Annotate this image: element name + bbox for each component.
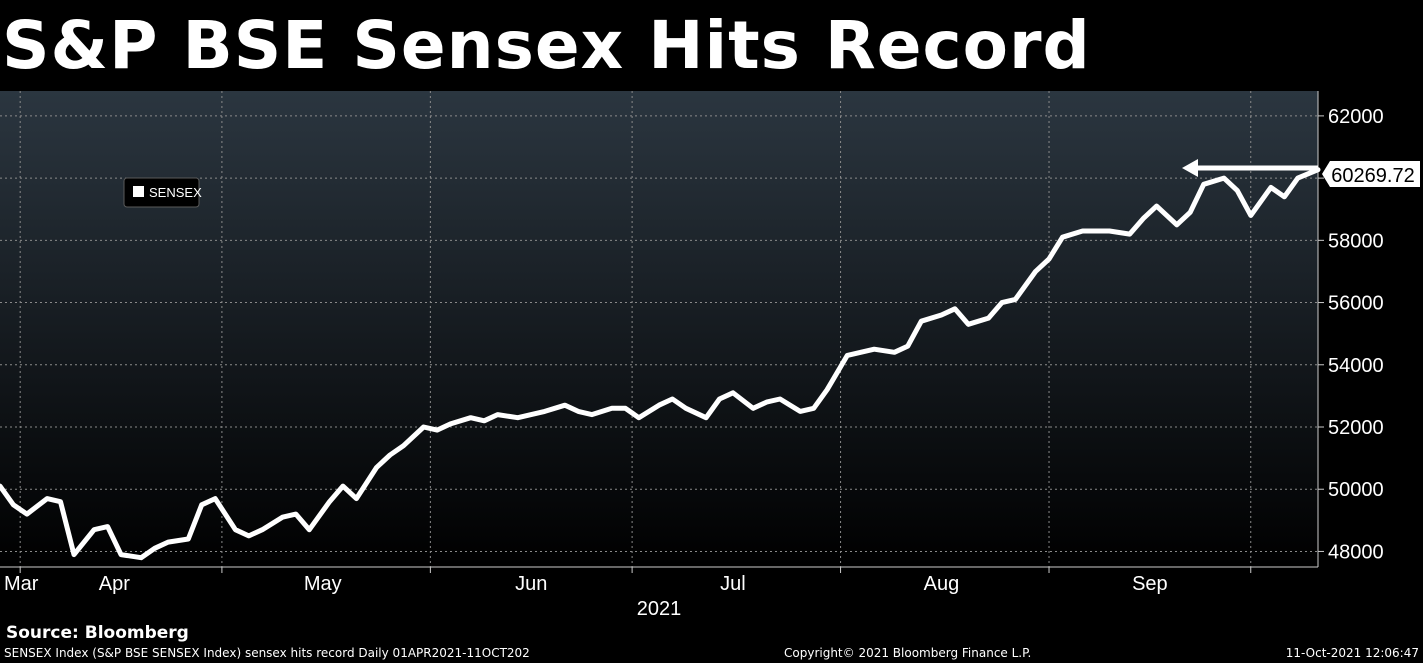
plot-background (0, 91, 1318, 567)
x-tick-label: May (304, 573, 342, 595)
last-value-label: 60269.72 (1331, 165, 1414, 187)
legend: SENSEX (123, 177, 202, 208)
y-tick-label: 50000 (1328, 479, 1384, 501)
y-tick-label: 56000 (1328, 293, 1384, 315)
series-line-sensex (0, 167, 1321, 561)
x-tick-label: Jun (515, 573, 547, 595)
record-arrow (1182, 159, 1318, 177)
y-tick-label: 52000 (1328, 417, 1384, 439)
x-axis-year-label: 2021 (637, 598, 682, 620)
legend-label-sensex: SENSEX (149, 185, 202, 200)
x-tick-label: Apr (99, 573, 130, 595)
x-tick-label: Sep (1132, 573, 1168, 595)
y-tick-label: 54000 (1328, 355, 1384, 377)
x-axis-ticks: Mar Apr May Jun Jul Aug Sep (4, 567, 1252, 595)
chart-title: S&P BSE Sensex Hits Record (2, 7, 1091, 84)
last-value-badge: 60269.72 (1322, 161, 1420, 187)
x-tick-label: Aug (924, 573, 960, 595)
grid (0, 91, 1318, 567)
footer-copyright: Copyright© 2021 Bloomberg Finance L.P. (784, 646, 1032, 660)
x-tick-label: Jul (720, 573, 746, 595)
y-tick-label: 58000 (1328, 230, 1384, 252)
y-tick-label: 48000 (1328, 541, 1384, 563)
footer-description: SENSEX Index (S&P BSE SENSEX Index) sens… (4, 646, 530, 660)
legend-swatch (133, 186, 144, 197)
y-tick-label: 62000 (1328, 106, 1384, 128)
footer-timestamp: 11-Oct-2021 12:06:47 (1285, 646, 1419, 660)
x-tick-label: Mar (4, 573, 39, 595)
source-label: Source: Bloomberg (6, 623, 189, 643)
